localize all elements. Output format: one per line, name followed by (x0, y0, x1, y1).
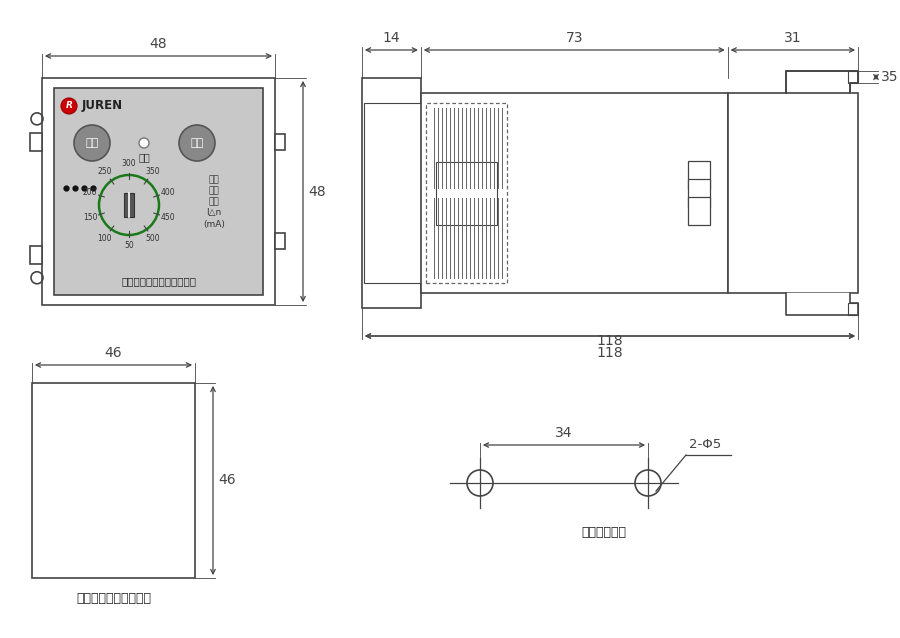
Text: 电流: 电流 (209, 198, 220, 207)
Circle shape (61, 98, 77, 114)
Bar (426, 103, 507, 283)
Text: 14: 14 (382, 31, 400, 45)
Text: 试验: 试验 (191, 138, 203, 148)
Text: 31: 31 (784, 31, 802, 45)
Polygon shape (787, 293, 858, 315)
Bar (688, 179, 710, 207)
Text: 46: 46 (104, 346, 122, 360)
Text: (mA): (mA) (203, 219, 225, 228)
Text: 400: 400 (161, 188, 176, 197)
Text: 118: 118 (597, 334, 624, 348)
Text: 46: 46 (218, 473, 236, 487)
Bar (421, 93, 728, 293)
Text: 上海聚仁电力科技有限公司: 上海聚仁电力科技有限公司 (121, 276, 196, 286)
Bar (54, 88, 263, 295)
Text: I△n: I△n (206, 209, 221, 218)
Text: R: R (66, 101, 72, 110)
Bar (275, 234, 285, 249)
Text: 动作: 动作 (138, 152, 150, 162)
Text: 73: 73 (565, 31, 583, 45)
Text: 2-Φ5: 2-Φ5 (689, 438, 721, 451)
Text: 50: 50 (124, 242, 134, 251)
Bar (30, 133, 42, 151)
Text: 300: 300 (122, 160, 136, 168)
Circle shape (139, 138, 149, 148)
Polygon shape (787, 71, 858, 93)
Bar (728, 93, 858, 293)
Bar (124, 193, 134, 217)
Text: 复位: 复位 (86, 138, 99, 148)
Bar (688, 197, 710, 225)
Text: 150: 150 (83, 213, 97, 222)
Text: 48: 48 (149, 37, 167, 51)
Bar (362, 78, 421, 308)
Circle shape (179, 125, 215, 161)
Text: 350: 350 (146, 167, 160, 176)
Bar (848, 71, 858, 83)
Text: JUREN: JUREN (82, 100, 123, 112)
Text: 118: 118 (597, 346, 624, 360)
Bar (848, 303, 858, 315)
Text: 嵌入式面板开孔尺寸图: 嵌入式面板开孔尺寸图 (76, 591, 151, 604)
Text: 100: 100 (98, 234, 112, 242)
Bar (32, 383, 195, 578)
Bar (30, 246, 42, 264)
Text: 48: 48 (308, 184, 326, 198)
Bar (364, 103, 421, 283)
Text: 450: 450 (161, 213, 176, 222)
Circle shape (74, 125, 110, 161)
Text: 250: 250 (98, 167, 112, 176)
Bar (275, 133, 285, 149)
Bar (436, 161, 497, 225)
Text: 动作: 动作 (209, 186, 220, 195)
Text: 固定式尺寸图: 固定式尺寸图 (581, 526, 626, 540)
Text: 漏电: 漏电 (209, 175, 220, 184)
Text: 34: 34 (555, 426, 572, 440)
Text: 35: 35 (881, 70, 898, 84)
Text: 500: 500 (146, 234, 160, 242)
Bar (42, 78, 275, 305)
Text: 200: 200 (83, 188, 97, 197)
Bar (688, 161, 710, 189)
